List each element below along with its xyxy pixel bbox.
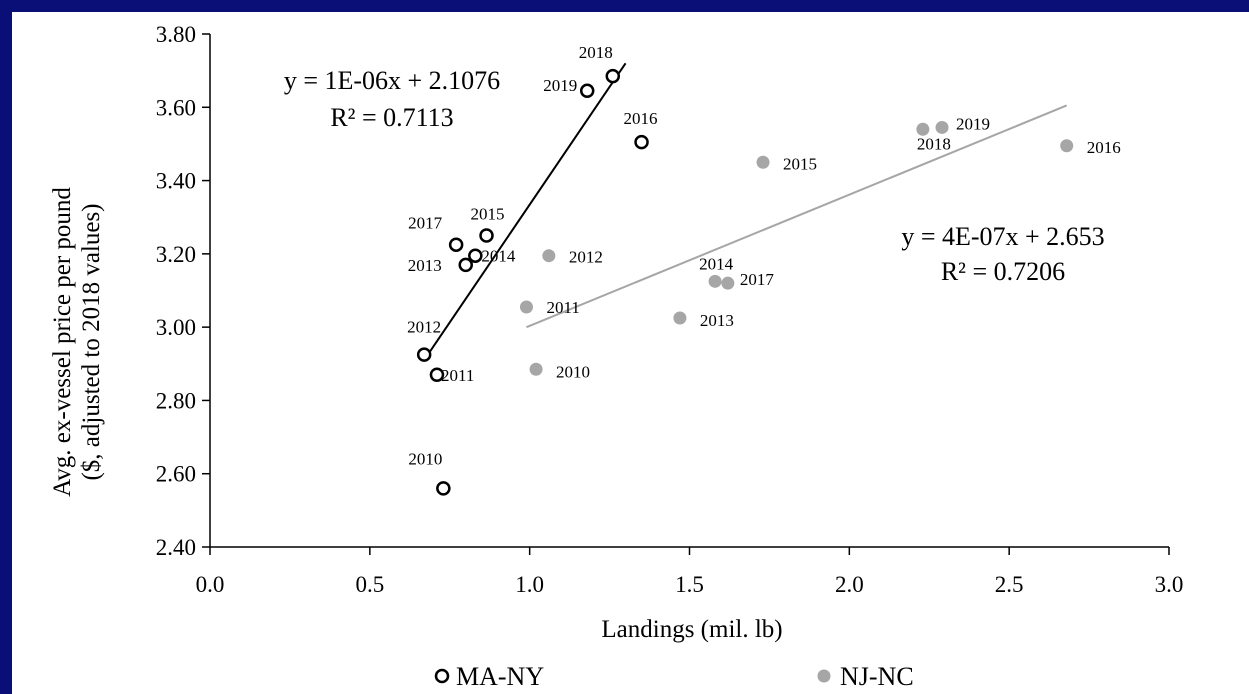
point-ma-ny-2016 xyxy=(634,134,649,150)
point-label-ma-ny-2013: 2013 xyxy=(408,256,442,275)
point-ma-ny-2017 xyxy=(448,237,464,252)
y-tick-label: 3.40 xyxy=(156,169,196,194)
point-nj-nc-2010 xyxy=(529,362,543,376)
legend: MA-NY NJ-NC xyxy=(434,662,914,691)
y-tick-label: 2.80 xyxy=(156,388,196,413)
point-label-ma-ny-2014: 2014 xyxy=(481,247,516,266)
point-label-nj-nc-2010: 2010 xyxy=(556,362,590,381)
point-label-ma-ny-2018: 2018 xyxy=(579,43,613,62)
x-tick-label: 0.5 xyxy=(355,572,384,597)
point-nj-nc-2011 xyxy=(519,300,533,314)
point-nj-nc-2013 xyxy=(673,311,687,325)
point-label-nj-nc-2013: 2013 xyxy=(700,311,734,330)
point-ma-ny-2018 xyxy=(605,68,621,84)
trendline-ma-ny xyxy=(423,62,627,361)
x-tick-label: 0.0 xyxy=(196,572,225,597)
trendline-equation-nj-nc: y = 4E-07x + 2.653 xyxy=(901,222,1104,251)
point-label-ma-ny-2017: 2017 xyxy=(408,214,443,233)
point-label-ma-ny-2012: 2012 xyxy=(407,318,441,337)
point-label-nj-nc-2011: 2011 xyxy=(546,298,579,317)
trendline-nj-nc xyxy=(526,104,1068,329)
point-nj-nc-2014 xyxy=(708,274,722,288)
point-label-ma-ny-2015: 2015 xyxy=(471,205,505,224)
legend-label-ma-ny: MA-NY xyxy=(456,662,544,691)
data-points xyxy=(416,68,1074,496)
point-label-nj-nc-2018: 2018 xyxy=(917,134,951,153)
x-tick-label: 1.0 xyxy=(515,572,544,597)
point-label-nj-nc-2014: 2014 xyxy=(699,254,734,273)
y-axis-title-line2: ($, adjusted to 2018 values) xyxy=(78,203,105,480)
trendlines xyxy=(423,62,1068,361)
point-label-nj-nc-2012: 2012 xyxy=(569,248,603,267)
scatter-chart: 2.40 2.60 2.80 3.00 3.20 3.40 3.60 3.80 0.0 0.5 1… xyxy=(49,22,1184,691)
point-label-ma-ny-2019: 2019 xyxy=(543,76,577,95)
point-ma-ny-2015 xyxy=(479,228,494,243)
point-ma-ny-2019 xyxy=(579,83,595,99)
point-label-nj-nc-2016: 2016 xyxy=(1087,138,1121,157)
y-tick-label: 3.60 xyxy=(156,95,196,120)
point-nj-nc-2017 xyxy=(721,276,735,290)
y-tick-label: 2.60 xyxy=(156,462,196,487)
x-tick-label: 3.0 xyxy=(1155,572,1184,597)
x-axis-title: Landings (mil. lb) xyxy=(601,616,782,643)
y-tick-label: 3.00 xyxy=(156,315,196,340)
trendline-equation-ma-ny: y = 1E-06x + 2.1076 xyxy=(284,66,500,95)
legend-marker-ma-ny xyxy=(434,668,450,684)
y-axis-title-line1: Avg. ex-vessel price per pound xyxy=(49,187,76,497)
x-tick-label: 2.0 xyxy=(835,572,864,597)
point-nj-nc-2015 xyxy=(756,155,770,169)
chart-frame: 2.40 2.60 2.80 3.00 3.20 3.40 3.60 3.80 0.0 0.5 1… xyxy=(12,12,1249,694)
point-nj-nc-2019 xyxy=(935,120,949,134)
legend-marker-nj-nc xyxy=(817,669,831,683)
point-label-nj-nc-2015: 2015 xyxy=(783,154,817,173)
y-tick-label: 2.40 xyxy=(156,535,196,560)
axes xyxy=(202,33,1170,555)
legend-label-nj-nc: NJ-NC xyxy=(840,662,914,691)
point-label-ma-ny-2016: 2016 xyxy=(624,109,658,128)
point-label-ma-ny-2010: 2010 xyxy=(408,449,442,468)
trendline-r2-ma-ny: R² = 0.7113 xyxy=(330,103,453,132)
point-ma-ny-2014 xyxy=(468,248,483,263)
x-tick-labels: 0.0 0.5 1.0 1.5 2.0 2.5 3.0 xyxy=(196,572,1184,597)
y-tick-label: 3.80 xyxy=(156,22,196,47)
y-tick-label: 3.20 xyxy=(156,242,196,267)
x-tick-label: 2.5 xyxy=(995,572,1024,597)
point-label-nj-nc-2019: 2019 xyxy=(956,114,990,133)
point-nj-nc-2016 xyxy=(1060,139,1074,153)
point-nj-nc-2012 xyxy=(542,249,556,263)
point-ma-ny-2010 xyxy=(436,481,451,496)
point-nj-nc-2018 xyxy=(916,122,930,136)
point-label-nj-nc-2017: 2017 xyxy=(740,270,775,289)
trendline-r2-nj-nc: R² = 0.7206 xyxy=(941,257,1065,286)
point-ma-ny-2012 xyxy=(416,347,432,362)
y-tick-labels: 2.40 2.60 2.80 3.00 3.20 3.40 3.60 3.80 xyxy=(156,22,196,560)
point-ma-ny-2013 xyxy=(458,257,473,273)
point-label-ma-ny-2011: 2011 xyxy=(441,366,474,385)
point-ma-ny-2011 xyxy=(429,367,445,383)
x-tick-label: 1.5 xyxy=(675,572,704,597)
